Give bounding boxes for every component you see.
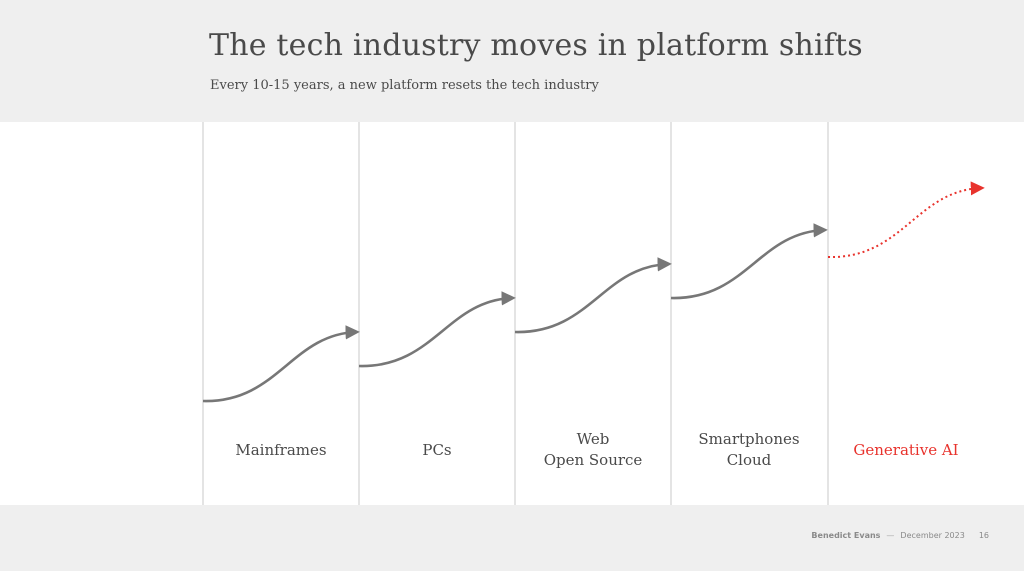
growth-curve-arrow xyxy=(670,223,828,300)
era-label-line: Smartphones xyxy=(698,430,800,448)
era-label-line: Cloud xyxy=(726,451,772,469)
footer-date: December 2023 xyxy=(900,531,965,540)
era-label: Smartphones Cloud xyxy=(671,429,827,471)
slide-subtitle: Every 10-15 years, a new platform resets… xyxy=(210,78,599,93)
era-label: Web Open Source xyxy=(515,429,671,471)
era-label: PCs xyxy=(359,440,515,461)
era-label: Mainframes xyxy=(203,440,359,461)
growth-curve-arrow xyxy=(358,291,516,368)
adoption-curves xyxy=(202,181,985,403)
growth-curve-arrow xyxy=(514,257,672,334)
era-label-line: Mainframes xyxy=(235,440,327,459)
era-label-line: Open Source xyxy=(543,451,643,469)
footer-separator: — xyxy=(886,531,895,540)
page-number: 16 xyxy=(978,531,989,540)
column-dividers xyxy=(202,122,829,505)
footer-band xyxy=(0,505,1024,571)
footer-credit: Benedict Evans — December 2023 16 xyxy=(811,531,989,540)
growth-curve-arrow xyxy=(202,325,360,403)
era-label-line: PCs xyxy=(422,440,452,459)
era-label: Generative AI xyxy=(828,440,984,461)
header-band xyxy=(0,0,1024,122)
era-label-line: Generative AI xyxy=(853,440,959,459)
footer-author: Benedict Evans xyxy=(811,531,881,540)
slide-title: The tech industry moves in platform shif… xyxy=(209,28,863,63)
projected-curve-arrow xyxy=(827,181,985,259)
era-label-line: Web xyxy=(576,430,610,448)
